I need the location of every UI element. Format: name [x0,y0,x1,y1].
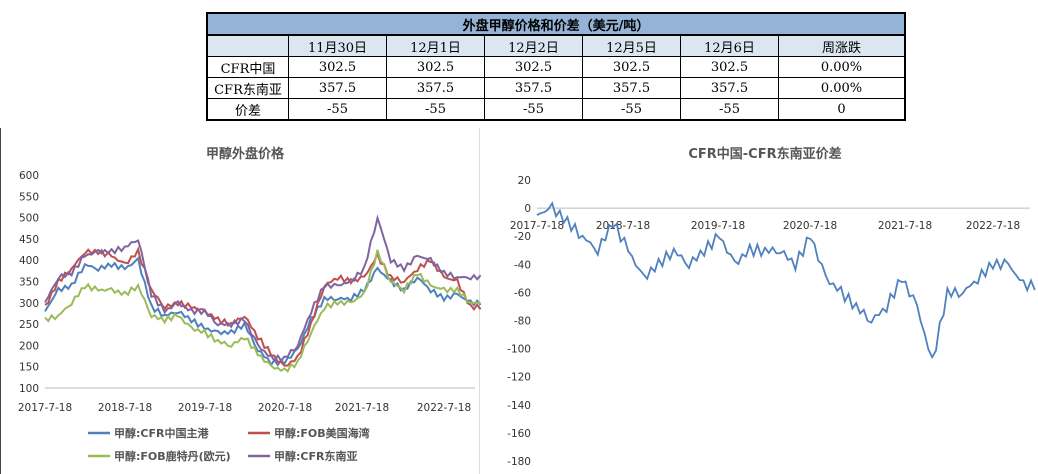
series-line [44,256,482,368]
table-cell: 357.5 [484,77,583,99]
table-row: CFR东南亚 357.5 357.5 357.5 357.5 357.5 0.00% [206,77,906,99]
row-label: CFR中国 [206,56,289,78]
chart-title: CFR中国-CFR东南亚价差 [688,146,841,162]
x-tick-label: 2022-7-18 [966,220,1020,232]
x-tick-label: 2017-7-18 [18,402,72,414]
table-cell: 302.5 [288,56,387,78]
column-header: 12月1日 [386,34,485,57]
table-cell: 0.00% [778,77,906,99]
y-tick-label: -180 [507,456,531,468]
x-tick-label: 2020-7-18 [783,220,837,232]
x-tick-label: 2017-7-18 [510,220,564,232]
table-cell: 302.5 [484,56,583,78]
y-tick-label: 300 [19,298,39,310]
table-cell: 0 [778,98,906,121]
table-cell: 0.00% [778,56,906,78]
table-cell: 357.5 [386,77,485,99]
y-tick-label: 550 [19,191,39,203]
y-tick-label: -20 [514,231,531,243]
x-tick-label: 2021-7-18 [335,402,389,414]
table-row: 价差 -55 -55 -55 -55 -55 0 [206,98,906,121]
column-header: 周涨跌 [778,34,906,57]
column-header: 12月5日 [582,34,681,57]
price-table: 外盘甲醇价格和价差（美元/吨） 11月30日 12月1日 12月2日 12月5日 12月… [206,12,906,121]
x-tick-label: 2018-7-18 [596,220,650,232]
legend-label: 甲醇:CFR中国主港 [114,426,209,440]
series-line [44,214,482,363]
table-cell: 357.5 [582,77,681,99]
series-line [536,201,1036,360]
row-label: CFR东南亚 [206,77,289,99]
x-tick-label: 2019-7-18 [178,402,232,414]
table-title: 外盘甲醇价格和价差（美元/吨） [206,12,906,36]
table-cell: 357.5 [680,77,779,99]
y-tick-label: 200 [19,340,39,352]
table-cell: -55 [582,98,681,121]
table-cell: 357.5 [288,77,387,99]
series-line [44,249,481,374]
y-tick-label: 450 [19,234,39,246]
legend-label: 甲醇:CFR东南亚 [274,449,357,463]
y-tick-label: 100 [19,383,39,395]
row-label: 价差 [206,98,289,121]
table-cell: -55 [288,98,387,121]
x-tick-label: 2018-7-18 [98,402,152,414]
y-tick-label: 600 [19,170,39,182]
legend-label: 甲醇:FOB美国海湾 [274,426,370,440]
table-row: CFR中国 302.5 302.5 302.5 302.5 302.5 0.00% [206,56,906,78]
y-tick-label: 150 [19,362,39,374]
x-tick-label: 2022-7-18 [417,402,471,414]
y-tick-label: 350 [19,277,39,289]
y-tick-label: -40 [514,259,531,271]
x-tick-label: 2019-7-18 [691,220,745,232]
y-tick-label: -120 [507,372,531,384]
left-chart-frame [0,128,480,474]
x-tick-label: 2020-7-18 [258,402,312,414]
series-line [44,246,482,367]
table-cell: 302.5 [680,56,779,78]
y-tick-label: 500 [19,213,39,225]
y-tick-label: -160 [507,428,531,440]
table-cell: -55 [680,98,779,121]
y-tick-label: -60 [514,287,531,299]
column-header: 12月6日 [680,34,779,57]
y-tick-label: -80 [514,316,531,328]
y-tick-label: 20 [518,175,531,187]
y-tick-label: 400 [19,255,39,267]
y-tick-label: -140 [507,400,531,412]
column-header: 11月30日 [288,34,387,57]
y-tick-label: -100 [507,344,531,356]
x-tick-label: 2021-7-18 [878,220,932,232]
legend-label: 甲醇:FOB鹿特丹(欧元) [114,449,231,463]
y-tick-label: 250 [19,319,39,331]
y-tick-label: 0 [524,203,531,215]
chart-title: 甲醇外盘价格 [206,146,285,162]
